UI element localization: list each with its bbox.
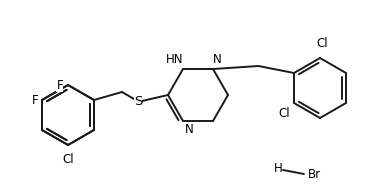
- Text: Br: Br: [308, 168, 321, 181]
- Text: Cl: Cl: [279, 107, 290, 120]
- Text: S: S: [134, 94, 142, 107]
- Text: HN: HN: [166, 53, 183, 66]
- Text: H: H: [274, 162, 282, 174]
- Text: N: N: [185, 123, 194, 136]
- Text: F: F: [56, 79, 63, 92]
- Text: Cl: Cl: [62, 153, 74, 166]
- Text: Cl: Cl: [316, 37, 328, 50]
- Text: F: F: [31, 93, 38, 106]
- Text: N: N: [213, 53, 222, 66]
